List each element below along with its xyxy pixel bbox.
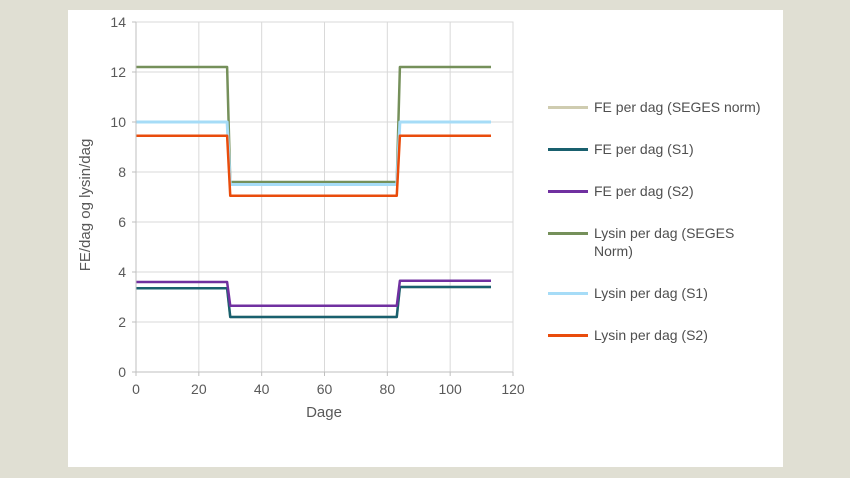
- y-tick-label: 10: [110, 114, 126, 130]
- legend-label: Lysin per dag (S2): [594, 327, 708, 343]
- legend-item: Lysin per dag (S2): [548, 326, 776, 344]
- legend-label: FE per dag (SEGES norm): [594, 99, 761, 115]
- y-tick-label: 14: [110, 14, 126, 30]
- axes: [132, 21, 514, 376]
- legend-label: FE per dag (S1): [594, 141, 694, 157]
- legend: FE per dag (SEGES norm) FE per dag (S1) FE…: [548, 98, 776, 344]
- series-line-lysin-per-dag-s2: [136, 134, 492, 197]
- x-tick-label: 100: [438, 381, 462, 397]
- x-tick-label: 40: [254, 381, 270, 397]
- y-tick-label: 6: [118, 214, 126, 230]
- x-axis-title: Dage: [306, 404, 342, 421]
- y-tick-label: 4: [118, 264, 126, 280]
- tick-labels: 0 20 40 60 80 100 120 0 2 4 6 8 10 12 14: [110, 14, 524, 397]
- series-line-lysin-per-dag-s1: [136, 120, 492, 186]
- legend-label: Lysin per dag (SEGES Norm): [594, 225, 735, 259]
- legend-label: Lysin per dag (S1): [594, 285, 708, 301]
- legend-label: FE per dag (S2): [594, 183, 694, 199]
- chart-panel: 0 20 40 60 80 100 120 0 2 4 6 8 10 12 14 Dage FE/dag o…: [68, 10, 783, 467]
- y-tick-label: 12: [110, 64, 126, 80]
- legend-swatch: [548, 106, 588, 109]
- x-tick-label: 0: [132, 381, 140, 397]
- legend-swatch: [548, 232, 588, 235]
- series-line-fe-per-dag-s2: [136, 279, 492, 307]
- x-tick-label: 120: [501, 381, 525, 397]
- legend-swatch: [548, 292, 588, 295]
- y-tick-label: 8: [118, 164, 126, 180]
- line-chart: 0 20 40 60 80 100 120 0 2 4 6 8 10 12 14 Dage FE/dag o…: [77, 14, 525, 421]
- y-tick-label: 0: [118, 364, 126, 380]
- series-line-fe-per-dag-s1: [136, 285, 492, 319]
- y-axis-title: FE/dag og lysin/dag: [77, 139, 94, 272]
- x-tick-label: 80: [380, 381, 396, 397]
- legend-item: Lysin per dag (SEGES Norm): [548, 224, 776, 260]
- x-tick-label: 60: [317, 381, 333, 397]
- series-line-lysin-per-dag-seges-norm: [136, 65, 492, 184]
- legend-swatch: [548, 334, 588, 337]
- x-tick-label: 20: [191, 381, 207, 397]
- legend-item: Lysin per dag (S1): [548, 284, 776, 302]
- y-tick-label: 2: [118, 314, 126, 330]
- legend-item: FE per dag (S2): [548, 182, 776, 200]
- legend-item: FE per dag (SEGES norm): [548, 98, 776, 116]
- legend-swatch: [548, 190, 588, 193]
- series-line-fe-per-dag-seges-norm: [136, 285, 492, 319]
- series-lines: [136, 65, 492, 319]
- legend-swatch: [548, 148, 588, 151]
- legend-item: FE per dag (S1): [548, 140, 776, 158]
